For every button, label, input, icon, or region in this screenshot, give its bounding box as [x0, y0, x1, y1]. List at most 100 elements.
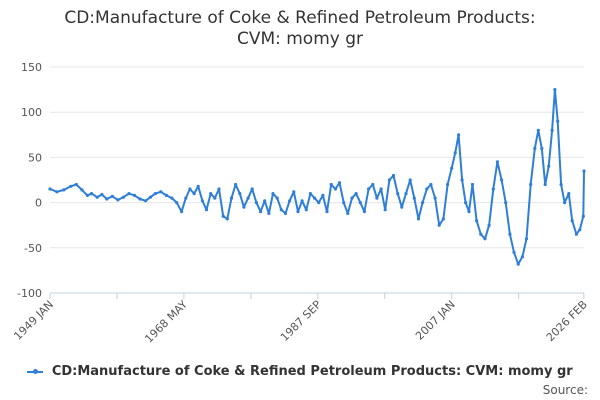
data-point [396, 192, 400, 196]
data-point [296, 210, 300, 214]
data-point [229, 196, 234, 200]
data-point [200, 199, 204, 203]
data-point [533, 146, 537, 150]
data-point [333, 187, 337, 191]
legend[interactable]: CD:Manufacture of Coke & Refined Petrole… [0, 364, 600, 379]
data-point [217, 187, 221, 191]
data-point [55, 190, 59, 194]
data-point [225, 217, 229, 221]
data-point [425, 187, 429, 191]
data-point [500, 178, 504, 182]
data-point [204, 208, 209, 212]
data-point [242, 205, 246, 209]
y-tick-label: 150 [21, 61, 42, 74]
data-point [375, 196, 379, 200]
data-point [127, 192, 131, 196]
data-point [547, 164, 551, 168]
x-tick-label: 1949 JAN [11, 298, 56, 343]
data-point [570, 219, 574, 223]
data-point [105, 197, 109, 201]
data-point [467, 210, 471, 214]
data-point [300, 199, 304, 203]
data-point [391, 173, 396, 178]
data-point [69, 184, 73, 188]
x-tick-label: 2007 JAN [413, 298, 458, 343]
data-point [342, 201, 346, 205]
data-point [559, 182, 563, 187]
data-point [153, 192, 157, 196]
data-point [362, 210, 366, 214]
series-line [49, 88, 585, 266]
data-point [48, 187, 52, 191]
data-point [159, 190, 163, 194]
data-point [483, 237, 487, 241]
data-point [74, 182, 78, 187]
y-tick-label: -100 [17, 287, 42, 300]
data-point [450, 166, 454, 170]
x-axis: 1949 JAN 1968 MAY 1987 SEP 2007 JAN 2026 FEB [11, 292, 590, 346]
data-point [446, 182, 450, 187]
data-point [512, 250, 516, 254]
data-point [95, 195, 99, 199]
data-point [543, 182, 547, 187]
data-point [321, 193, 325, 197]
data-point [437, 223, 441, 227]
data-point [350, 196, 354, 200]
legend-label: CD:Manufacture of Coke & Refined Petrole… [51, 364, 573, 379]
data-point [337, 181, 342, 185]
data-point [138, 197, 142, 201]
data-point [567, 192, 571, 196]
data-point [170, 196, 174, 200]
data-point [283, 211, 288, 215]
data-point [221, 214, 225, 218]
data-point [550, 128, 554, 132]
data-point [563, 201, 567, 205]
source-label: Source: [542, 383, 588, 397]
data-point [495, 160, 499, 164]
data-point [479, 232, 483, 236]
data-point [288, 199, 292, 203]
data-point [132, 193, 137, 197]
y-tick-label: 100 [21, 106, 42, 119]
data-point [408, 178, 412, 182]
series-layer [48, 88, 586, 266]
data-point [80, 188, 84, 192]
data-point [279, 208, 283, 212]
data-point [520, 255, 525, 259]
data-point [100, 192, 104, 197]
chart-title-line-2: CVM: momy gr [236, 29, 364, 49]
data-point [412, 196, 416, 200]
x-tick-label: 2026 FEB [544, 298, 590, 344]
data-point [121, 195, 125, 199]
data-point [383, 208, 387, 212]
y-tick-label: -50 [24, 242, 42, 255]
x-tick-label: 1987 SEP [278, 298, 324, 344]
data-point [213, 196, 217, 200]
data-point [371, 182, 375, 187]
data-point [574, 232, 579, 236]
chart-title-line-1: CD:Manufacture of Coke & Refined Petrole… [64, 8, 536, 28]
data-point [404, 192, 408, 196]
data-point [379, 187, 383, 191]
data-point [254, 201, 258, 205]
data-point [116, 198, 120, 202]
data-point [325, 210, 329, 214]
data-point [508, 232, 512, 236]
data-point [582, 169, 586, 173]
data-point [238, 192, 242, 196]
gridlines [50, 66, 584, 294]
data-point [85, 193, 89, 197]
data-point [553, 88, 557, 92]
data-point [196, 184, 200, 188]
data-point [329, 182, 333, 187]
data-point [271, 192, 275, 196]
data-point [453, 151, 457, 155]
legend-line-icon [27, 368, 44, 374]
data-point [429, 182, 433, 187]
data-point [346, 211, 350, 215]
y-tick-label: 0 [35, 197, 42, 210]
data-point [441, 217, 445, 221]
data-point [234, 182, 238, 187]
data-point [491, 187, 495, 191]
